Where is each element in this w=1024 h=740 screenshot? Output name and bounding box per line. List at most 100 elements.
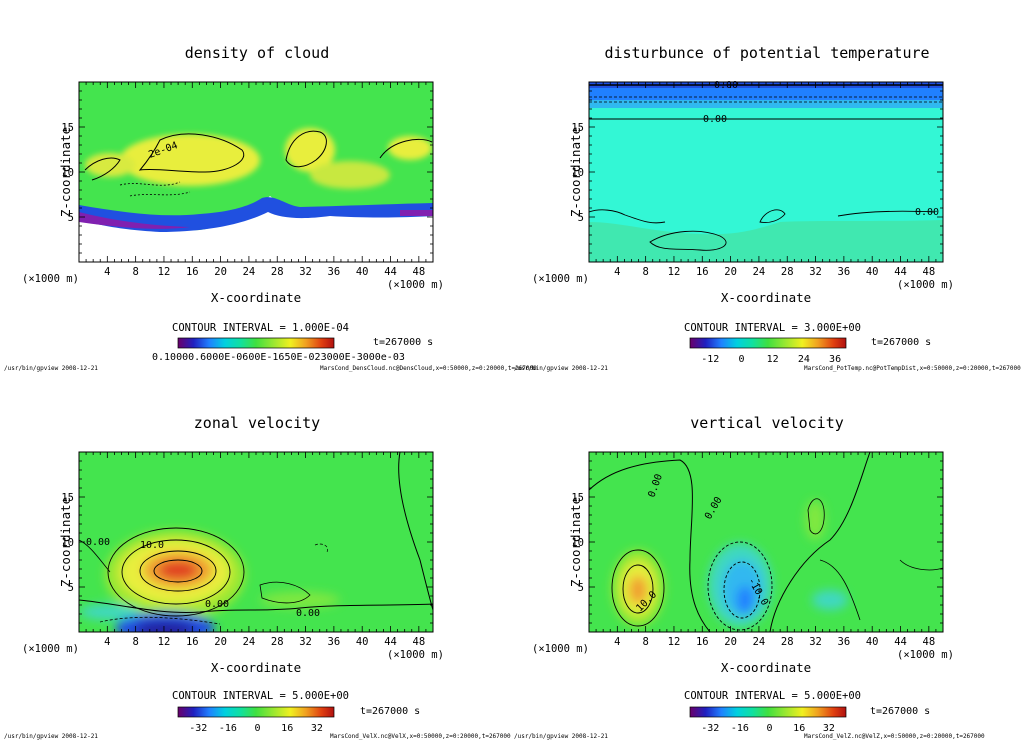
x-tick-label: 20 — [724, 266, 737, 278]
heatmap-field — [79, 452, 433, 632]
y-tick-label: 10 — [61, 167, 74, 179]
x-tick-label: 40 — [356, 636, 369, 648]
x-tick-label: 24 — [243, 266, 256, 278]
x-tick-label: 8 — [132, 266, 138, 278]
x-tick-label: 36 — [838, 636, 851, 648]
y-axis-label: Z-coordinate — [58, 497, 73, 587]
x-tick-label: 48 — [413, 266, 426, 278]
x-tick-label: 36 — [328, 266, 341, 278]
x-axis-label: X-coordinate — [721, 290, 811, 305]
x-tick-label: 12 — [158, 266, 171, 278]
contour-label: 0.00 — [915, 207, 939, 218]
x-tick-label: 24 — [243, 636, 256, 648]
colorbar-tick-label: 16 — [793, 723, 805, 734]
y-tick-label: 10 — [61, 537, 74, 549]
panel-vertical-velocity: vertical velocity 0.00 — [514, 414, 985, 740]
footer-left: /usr/bin/gpview 2008-12-21 — [4, 733, 98, 740]
x-tick-label: 20 — [724, 636, 737, 648]
heatmap-field — [589, 82, 943, 262]
contour-interval: CONTOUR INTERVAL = 1.000E-04 — [172, 322, 349, 334]
colorbar — [177, 706, 335, 718]
colorbar-tick-label: 32 — [823, 723, 835, 734]
y-axis-label: Z-coordinate — [568, 497, 583, 587]
footer-left: /usr/bin/gpview 2008-12-21 — [514, 733, 608, 740]
x-tick-label: 36 — [328, 636, 341, 648]
x-unit-label-left: (×1000 m) — [22, 273, 79, 285]
contour-label: 0.00 — [205, 599, 229, 610]
contour-label: 0.00 — [703, 114, 727, 125]
time-label: t=267000 s — [871, 337, 931, 348]
x-tick-label: 44 — [384, 636, 397, 648]
footer-right: MarsCond_PotTemp.nc@PotTempDist,x=0:5000… — [804, 365, 1021, 372]
contour-interval: CONTOUR INTERVAL = 5.000E+00 — [684, 690, 861, 702]
contour-label: 0.00 — [86, 537, 110, 548]
footer-left: /usr/bin/gpview 2008-12-21 — [514, 365, 608, 372]
x-tick-label: 40 — [356, 266, 369, 278]
colorbar-tick-label: -16 — [731, 723, 749, 734]
x-tick-label: 28 — [781, 636, 794, 648]
colorbar-tick-labels: 0.10000.6000E-0600E-1650E-023000E-3000e-… — [152, 352, 405, 363]
colorbar-tick-label: 12 — [767, 354, 779, 365]
x-tick-label: 16 — [186, 266, 199, 278]
contour-label: 0.00 — [714, 80, 738, 91]
x-tick-label: 48 — [413, 636, 426, 648]
colorbar-tick-label: -32 — [701, 723, 719, 734]
panel-title: disturbunce of potential temperature — [604, 44, 929, 62]
x-tick-label: 36 — [838, 266, 851, 278]
y-tick-label: 10 — [571, 167, 584, 179]
colorbar-tick-label: -32 — [189, 723, 207, 734]
x-tick-label: 16 — [696, 266, 709, 278]
x-unit-label-right: (×1000 m) — [897, 279, 954, 291]
colorbar-tick-label: -12 — [701, 354, 719, 365]
x-tick-label: 44 — [894, 636, 907, 648]
x-tick-label: 12 — [668, 636, 681, 648]
x-tick-label: 24 — [753, 266, 766, 278]
x-axis-label: X-coordinate — [721, 660, 811, 675]
x-unit-label-left: (×1000 m) — [22, 643, 79, 655]
x-tick-label: 44 — [384, 266, 397, 278]
x-tick-label: 12 — [158, 636, 171, 648]
colorbar-tick-label: 36 — [829, 354, 841, 365]
x-tick-label: 8 — [642, 266, 648, 278]
x-tick-label: 48 — [923, 636, 936, 648]
x-tick-label: 32 — [809, 636, 822, 648]
colorbar-ticks: -32 -16 0 16 32 — [701, 723, 835, 734]
y-tick-label: 10 — [571, 537, 584, 549]
x-tick-label: 32 — [299, 636, 312, 648]
y-tick-label: 15 — [61, 492, 74, 504]
colorbar-ticks: -12 0 12 24 36 — [701, 354, 841, 365]
x-tick-label: 40 — [866, 636, 879, 648]
y-axis-label: Z-coordinate — [58, 127, 73, 217]
x-tick-label: 16 — [186, 636, 199, 648]
x-tick-label: 4 — [614, 636, 620, 648]
x-tick-label: 28 — [781, 266, 794, 278]
x-tick-label: 48 — [923, 266, 936, 278]
x-unit-label-left: (×1000 m) — [532, 643, 589, 655]
x-tick-label: 28 — [271, 636, 284, 648]
colorbar-tick-label: 0 — [255, 723, 261, 734]
x-tick-label: 4 — [614, 266, 620, 278]
x-unit-label-right: (×1000 m) — [387, 649, 444, 661]
x-tick-label: 8 — [642, 636, 648, 648]
x-tick-label: 20 — [214, 266, 227, 278]
contour-label: 0.00 — [296, 608, 320, 619]
contour-interval: CONTOUR INTERVAL = 3.000E+00 — [684, 322, 861, 334]
panel-zonal-velocity: zonal velocity 10. — [4, 414, 511, 740]
panel-title: vertical velocity — [690, 414, 844, 432]
x-axis-label: X-coordinate — [211, 290, 301, 305]
footer-left: /usr/bin/gpview 2008-12-21 — [4, 365, 98, 372]
x-axis-label: X-coordinate — [211, 660, 301, 675]
colorbar — [689, 337, 847, 349]
panel-density-of-cloud: density of cloud 2e-04 4 8 12 16 20 24 28 32 36 4… — [4, 44, 537, 372]
colorbar — [689, 706, 847, 718]
heatmap-field — [589, 452, 943, 632]
x-tick-label: 4 — [104, 636, 110, 648]
x-unit-label-right: (×1000 m) — [897, 649, 954, 661]
x-tick-label: 40 — [866, 266, 879, 278]
colorbar — [177, 337, 335, 349]
x-tick-label: 12 — [668, 266, 681, 278]
